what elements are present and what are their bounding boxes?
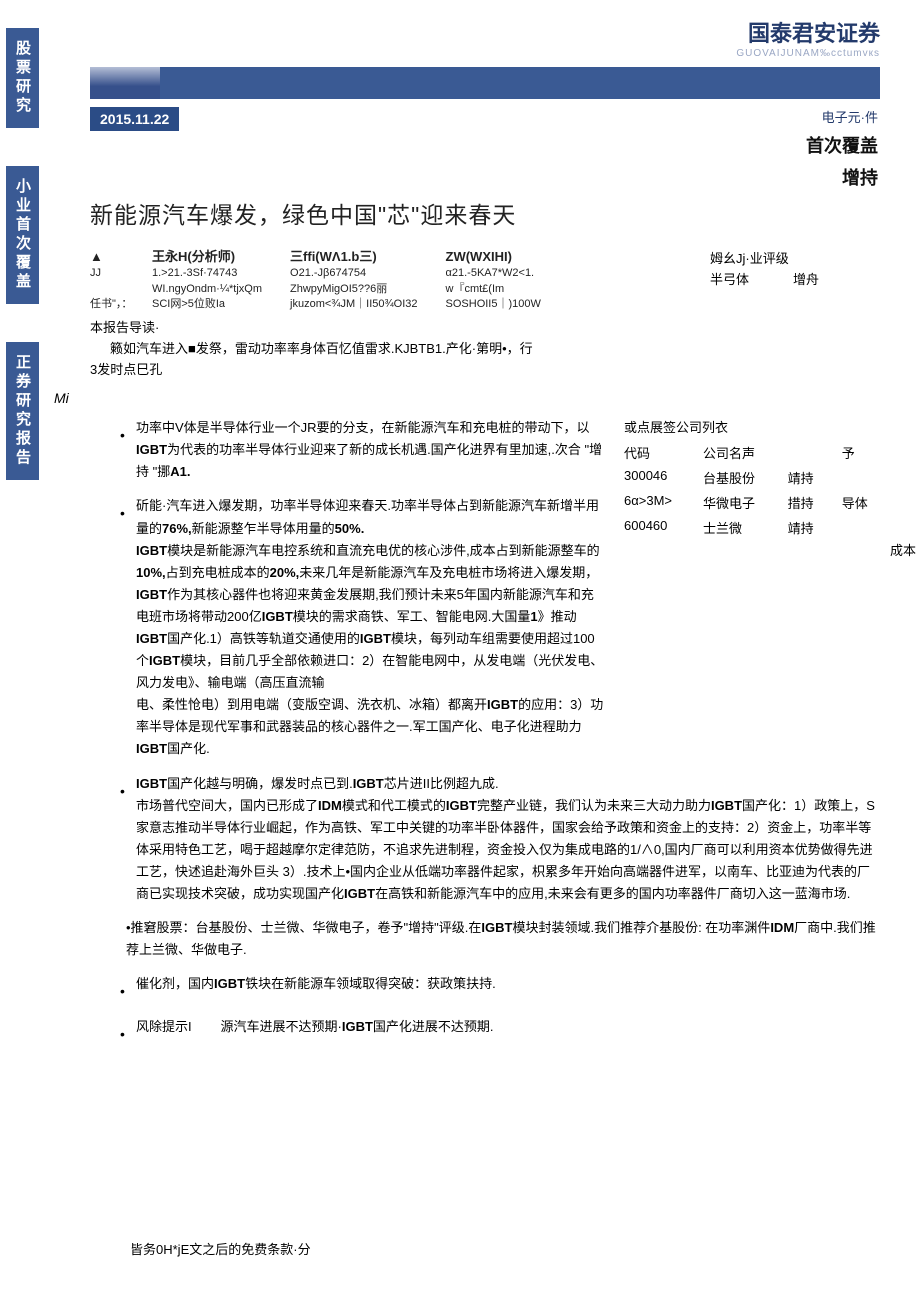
side-tabs: 股票研究 小业首次覆盖 正券研究报告: [6, 28, 39, 480]
bullet-1: 功率中V体是半导体行业一个JR要的分支，在新能源汽车和充电桩的带动下，以IGBT…: [120, 417, 606, 483]
meta-right: 电子元·件 首次覆盖 增持: [806, 107, 878, 190]
table-row: 600460 士兰微 靖持: [624, 515, 880, 540]
rating-box-row: 半弓体 增舟: [710, 267, 880, 290]
table-row: 6α>3M> 华微电子 措持 导体: [624, 490, 880, 515]
bullet-2: 斫能·汽车进入爆发期，功率半导体迎来春天.功率半导体占到新能源汽车新增半用量的7…: [120, 495, 606, 760]
bullet-text: 催化剂，国内IGBT铁块在新能源车领域取得突破：获政策扶持.: [136, 973, 880, 995]
bullet-3: IGBT国产化越与明确，爆发时点已到.IGBT芯片进II比例超九成.市场普代空间…: [120, 773, 880, 906]
table-trailing: 成本: [624, 540, 916, 559]
brand-banner-icon: [90, 67, 160, 99]
bullet-dot-icon: [120, 1023, 126, 1047]
side-tab-2: 小业首次覆盖: [6, 166, 39, 304]
report-title: 新能源汽车爆发，绿色中国"芯"迎来春天: [90, 196, 920, 230]
analyst-1-line2: WI.ngyOndm·¼*tjxQm: [152, 282, 262, 297]
rating-box: 姆幺Jj·业评级 半弓体 增舟: [710, 248, 880, 312]
intro-body: 籁如汽车进入■发祭，雷动功率率身体百忆值雷求.KJBTB1.产化·第明•，行: [110, 339, 880, 360]
meta-row: 2015.11.22 电子元·件 首次覆盖 增持: [0, 107, 920, 190]
bullet-5: 催化剂，国内IGBT铁块在新能源车领域取得突破：获政策扶持.: [120, 973, 880, 1004]
company-table-title: 或点展签公司列衣: [624, 417, 880, 436]
brand: 国泰君安证券 GUOVAIJUNAM‰cctumvкs: [736, 16, 880, 59]
bullet-dot-icon: [120, 424, 126, 448]
bullet-dot-icon: [120, 780, 126, 804]
bullet-4: •推窘股票：台基股份、士兰微、华微电子，卷予"增持"评级.在IGBT模块封装领域…: [110, 917, 880, 961]
table-row: 300046 台基股份 靖持: [624, 465, 880, 490]
brand-banner: [90, 67, 880, 99]
bullet-text: 斫能·汽车进入爆发期，功率半导体迎来春天.功率半导体占到新能源汽车新增半用量的7…: [136, 495, 606, 760]
brand-banner-bar: [160, 67, 880, 99]
side-tab-1: 股票研究: [6, 28, 39, 128]
bullet-text: IGBT国产化越与明确，爆发时点已到.IGBT芯片进II比例超九成.市场普代空间…: [136, 773, 880, 906]
brand-header: 国泰君安证券 GUOVAIJUNAM‰cctumvкs: [0, 0, 920, 63]
analyst-row: ▲ JJ 任书"，： 王永H(分析师) 1.>21.-3Sf·74743 WI.…: [90, 248, 880, 312]
analyst-3: ZW(WXIHI) α21.-5KA7*W2<1. w『cmt£(Im SOSH…: [446, 248, 541, 312]
intro-block: 本报告导读· 籁如汽车进入■发祭，雷动功率率身体百忆值雷求.KJBTB1.产化·…: [90, 318, 880, 409]
brand-cn: 国泰君安证券: [736, 16, 880, 48]
analyst-prefix: ▲ JJ 任书"，：: [90, 248, 124, 312]
company-table-header: 代码 公司名声 予: [624, 440, 880, 465]
bullet-dot-icon: [120, 980, 126, 1004]
coverage: 首次覆盖: [806, 132, 878, 158]
bullet-text: 风除提示I 源汽车进展不达预期·IGBT国产化进展不达预期.: [136, 1016, 880, 1038]
brand-en: GUOVAIJUNAM‰cctumvкs: [736, 48, 880, 59]
bullet-text: 功率中V体是半导体行业一个JR要的分支，在新能源汽车和充电桩的带动下，以IGBT…: [136, 417, 606, 483]
intro-body2: 3发时点巳孔: [90, 360, 880, 381]
report-date: 2015.11.22: [90, 107, 179, 131]
analyst-1: 王永H(分析师) 1.>21.-3Sf·74743 WI.ngyOndm·¼*t…: [152, 248, 262, 312]
rating: 增持: [806, 164, 878, 190]
intro-label: 本报告导读·: [90, 318, 880, 339]
rating-box-header: 姆幺Jj·业评级: [710, 248, 880, 267]
bullet-6: 风除提示I 源汽车进展不达预期·IGBT国产化进展不达预期.: [120, 1016, 880, 1047]
side-tab-3: 正券研究报告: [6, 342, 39, 480]
footer-note: 皆务0H*jE文之后的免费条款·分: [130, 1239, 920, 1258]
analyst-2: 三ffi(WΛ1.b三) O21.-Jβ674754 ZhwpyMigOI5??…: [290, 248, 417, 312]
category: 电子元·件: [806, 107, 878, 126]
bullet-text: •推窘股票：台基股份、士兰微、华微电子，卷予"增持"评级.在IGBT模块封装领域…: [126, 917, 880, 961]
company-table: 或点展签公司列衣 代码 公司名声 予 300046 台基股份 靖持 6α>3M>…: [624, 417, 880, 559]
intro-sub: Mi: [54, 387, 880, 409]
bullet-dot-icon: [120, 502, 126, 526]
